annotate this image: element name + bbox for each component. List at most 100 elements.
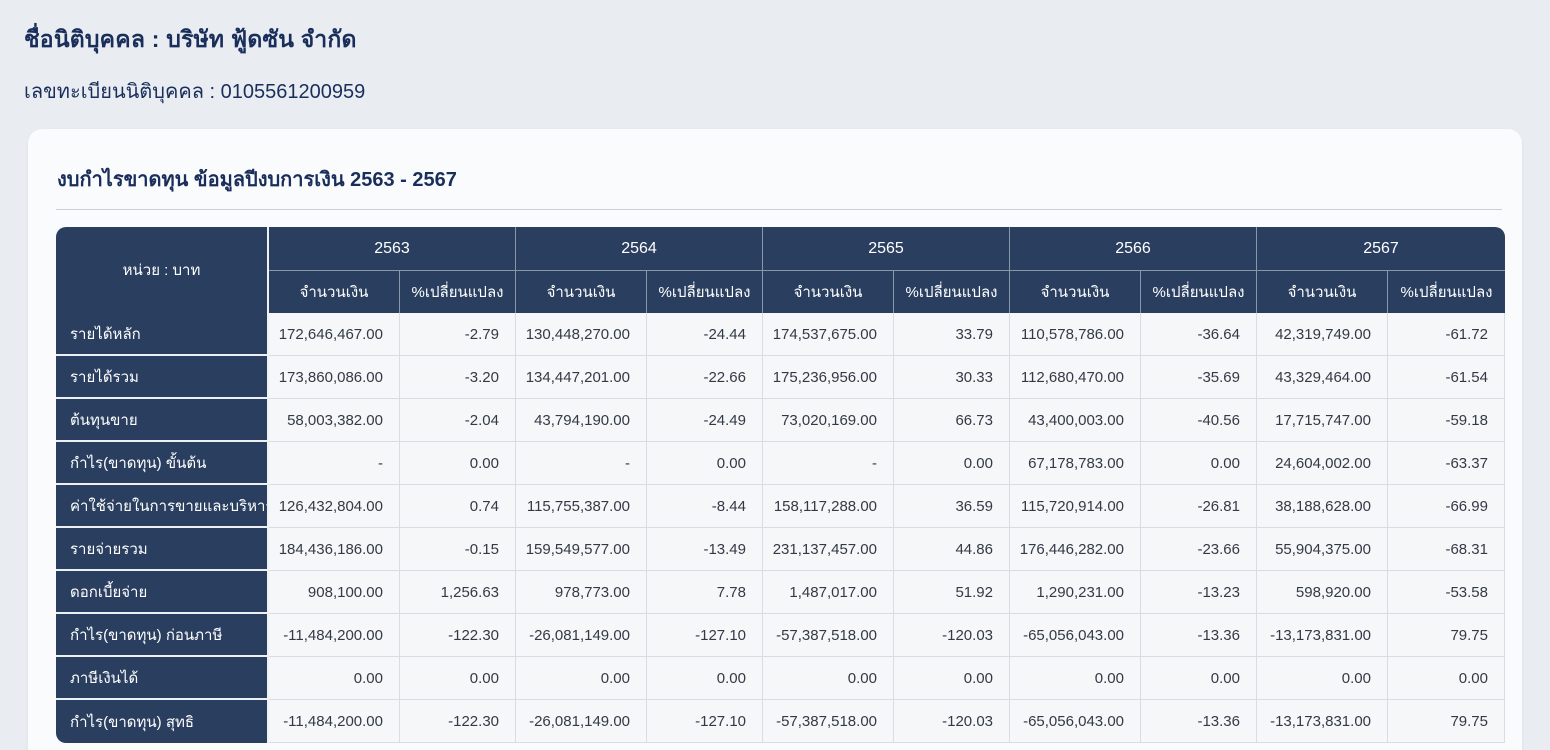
row-label: รายได้รวม [56,356,269,399]
year-header-2566: 2566 [1010,227,1257,271]
change-cell: 1,256.63 [400,571,516,614]
table-row: ดอกเบี้ยจ่าย 908,100.00 1,256.63 978,773… [56,571,1505,614]
table-row: กำไร(ขาดทุน) ก่อนภาษี -11,484,200.00 -12… [56,614,1505,657]
amount-cell: 130,448,270.00 [516,313,647,356]
change-cell: 44.86 [894,528,1010,571]
amount-cell: 174,537,675.00 [763,313,894,356]
change-cell: -122.30 [400,614,516,657]
amount-cell: 184,436,186.00 [269,528,400,571]
change-cell: -40.56 [1141,399,1257,442]
amount-cell: 115,755,387.00 [516,485,647,528]
change-cell: -120.03 [894,614,1010,657]
amount-cell: -65,056,043.00 [1010,614,1141,657]
amount-cell: 0.00 [269,657,400,700]
title-divider [56,209,1502,210]
amount-cell: 0.00 [763,657,894,700]
change-header: %เปลี่ยนแปลง [400,271,516,313]
row-label: ภาษีเงินได้ [56,657,269,700]
company-name-line: ชื่อนิติบุคคล : บริษัท ฟู้ดซัน จำกัด [24,26,357,52]
year-header-2564: 2564 [516,227,763,271]
change-cell: -66.99 [1388,485,1505,528]
unit-header-cell: หน่วย : บาท [56,227,269,313]
amount-cell: - [763,442,894,485]
change-cell: 51.92 [894,571,1010,614]
change-cell: -3.20 [400,356,516,399]
table-row: รายได้รวม 173,860,086.00 -3.20 134,447,2… [56,356,1505,399]
row-label: รายจ่ายรวม [56,528,269,571]
change-cell: 0.74 [400,485,516,528]
amount-cell: 24,604,002.00 [1257,442,1388,485]
change-cell: 7.78 [647,571,763,614]
amount-cell: -57,387,518.00 [763,700,894,743]
change-cell: 0.00 [647,657,763,700]
amount-cell: -13,173,831.00 [1257,700,1388,743]
change-cell: 0.00 [400,657,516,700]
amount-cell: 598,920.00 [1257,571,1388,614]
change-header: %เปลี่ยนแปลง [894,271,1010,313]
table-body: รายได้หลัก 172,646,467.00 -2.79 130,448,… [56,313,1505,743]
change-cell: -2.79 [400,313,516,356]
amount-cell: 38,188,628.00 [1257,485,1388,528]
year-header-2567: 2567 [1257,227,1505,271]
row-label: กำไร(ขาดทุน) สุทธิ [56,700,269,743]
amount-cell: 134,447,201.00 [516,356,647,399]
amount-cell: -65,056,043.00 [1010,700,1141,743]
amount-cell: 176,446,282.00 [1010,528,1141,571]
amount-cell: 1,487,017.00 [763,571,894,614]
amount-cell: 231,137,457.00 [763,528,894,571]
amount-cell: -26,081,149.00 [516,614,647,657]
change-cell: 66.73 [894,399,1010,442]
change-cell: -127.10 [647,700,763,743]
change-cell: -127.10 [647,614,763,657]
change-cell: 79.75 [1388,700,1505,743]
year-header-2565: 2565 [763,227,1010,271]
statement-title: งบกำไรขาดทุน ข้อมูลปีงบการเงิน 2563 - 25… [57,169,457,191]
amount-cell: 159,549,577.00 [516,528,647,571]
change-cell: 0.00 [1388,657,1505,700]
change-cell: -35.69 [1141,356,1257,399]
row-label: ดอกเบี้ยจ่าย [56,571,269,614]
change-cell: -122.30 [400,700,516,743]
amount-header: จำนวนเงิน [1257,271,1388,313]
row-label: ค่าใช้จ่ายในการขายและบริหาร [56,485,269,528]
amount-cell: -11,484,200.00 [269,614,400,657]
change-cell: 0.00 [894,442,1010,485]
change-cell: -13.49 [647,528,763,571]
financial-statement-card: งบกำไรขาดทุน ข้อมูลปีงบการเงิน 2563 - 25… [28,129,1522,750]
row-label: ต้นทุนขาย [56,399,269,442]
amount-cell: -13,173,831.00 [1257,614,1388,657]
amount-cell: -26,081,149.00 [516,700,647,743]
change-cell: 0.00 [647,442,763,485]
amount-cell: 17,715,747.00 [1257,399,1388,442]
change-cell: -53.58 [1388,571,1505,614]
year-header-row: หน่วย : บาท 2563 2564 2565 2566 2567 [56,227,1505,313]
amount-cell: 0.00 [1257,657,1388,700]
amount-cell: 43,794,190.00 [516,399,647,442]
amount-cell: 67,178,783.00 [1010,442,1141,485]
row-label: กำไร(ขาดทุน) ขั้นต้น [56,442,269,485]
change-cell: -61.72 [1388,313,1505,356]
change-cell: -13.23 [1141,571,1257,614]
change-cell: -0.15 [400,528,516,571]
change-cell: -120.03 [894,700,1010,743]
amount-cell: - [269,442,400,485]
table-row: กำไร(ขาดทุน) ขั้นต้น - 0.00 - 0.00 - 0.0… [56,442,1505,485]
amount-cell: 0.00 [1010,657,1141,700]
amount-cell: 43,400,003.00 [1010,399,1141,442]
amount-cell: 173,860,086.00 [269,356,400,399]
table-row: ภาษีเงินได้ 0.00 0.00 0.00 0.00 0.00 0.0… [56,657,1505,700]
change-cell: 0.00 [1141,657,1257,700]
change-cell: -59.18 [1388,399,1505,442]
amount-cell: 55,904,375.00 [1257,528,1388,571]
change-cell: 30.33 [894,356,1010,399]
change-cell: -68.31 [1388,528,1505,571]
change-cell: 36.59 [894,485,1010,528]
change-cell: -24.44 [647,313,763,356]
sub-header-row: จำนวนเงิน %เปลี่ยนแปลง จำนวนเงิน %เปลี่ย… [56,271,1505,313]
change-cell: -8.44 [647,485,763,528]
amount-cell: 43,329,464.00 [1257,356,1388,399]
amount-cell: 73,020,169.00 [763,399,894,442]
amount-cell: 978,773.00 [516,571,647,614]
change-cell: -63.37 [1388,442,1505,485]
amount-header: จำนวนเงิน [763,271,894,313]
